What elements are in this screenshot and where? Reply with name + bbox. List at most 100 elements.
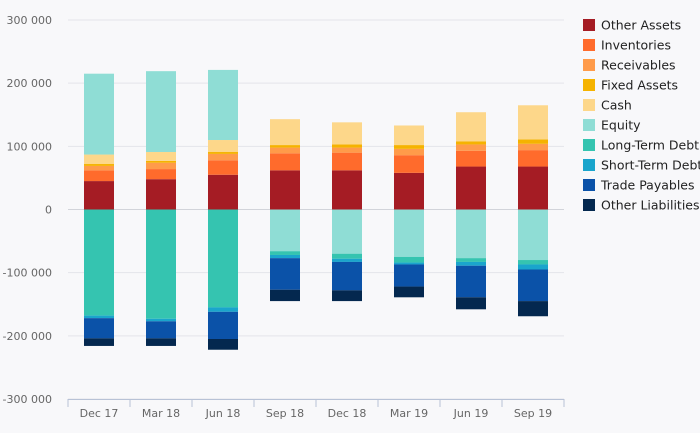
bar-segment <box>394 125 424 146</box>
bar-segment <box>84 338 114 346</box>
y-tick-label: -100 000 <box>3 267 52 280</box>
bar-segment <box>456 144 486 151</box>
bar-segment <box>208 153 238 161</box>
legend-label[interactable]: Receivables <box>601 58 676 73</box>
legend-swatch[interactable] <box>583 19 595 31</box>
legend-label[interactable]: Trade Payables <box>600 178 695 193</box>
legend-label[interactable]: Equity <box>601 118 641 133</box>
bar-segment <box>208 160 238 175</box>
x-tick-label: Mar 18 <box>142 407 180 420</box>
legend-label[interactable]: Long-Term Debt <box>601 138 699 153</box>
x-tick-label: Jun 18 <box>205 407 241 420</box>
bar-segment <box>270 153 300 171</box>
bar-segment <box>146 318 176 322</box>
bar-segment <box>146 321 176 339</box>
legend-label[interactable]: Other Liabilities <box>601 198 700 213</box>
bar-segment <box>332 144 362 148</box>
bar-segment <box>518 150 548 167</box>
legend-swatch[interactable] <box>583 79 595 91</box>
bar-segment <box>146 209 176 319</box>
bar-segment <box>518 301 548 317</box>
bar-segment <box>146 152 176 161</box>
bar-segment <box>456 141 486 145</box>
bar-segment <box>146 162 176 170</box>
bar-segment <box>270 147 300 154</box>
x-tick-label: Mar 19 <box>390 407 428 420</box>
bar-segment <box>146 160 176 163</box>
legend-label[interactable]: Cash <box>601 98 632 113</box>
bar-segment <box>332 147 362 153</box>
bar-segment <box>84 165 114 171</box>
bar-segment <box>394 172 424 210</box>
bar-segment <box>146 71 176 153</box>
bar-segment <box>84 164 114 166</box>
legend-swatch[interactable] <box>583 59 595 71</box>
x-tick-label: Dec 18 <box>328 407 367 420</box>
bar-segment <box>518 143 548 151</box>
bar-segment <box>456 209 486 259</box>
x-tick-label: Jun 19 <box>453 407 489 420</box>
bar-segment <box>208 311 238 339</box>
y-tick-label: 0 <box>45 204 52 217</box>
bar-segment <box>208 140 238 153</box>
bar-segment <box>518 166 548 210</box>
bar-segment <box>332 261 362 291</box>
bar-segment <box>270 209 300 252</box>
y-axis-tick-labels: 300 000 200 000 100 000 0 -100 000 -200 000 -3… <box>3 14 52 406</box>
bar-segment <box>208 152 238 154</box>
bar-segment <box>146 169 176 180</box>
legend: Other Assets Inventories Receivables Fixed … <box>583 18 700 213</box>
legend-swatch[interactable] <box>583 139 595 151</box>
bar-segment <box>270 145 300 148</box>
bars <box>84 69 548 350</box>
bar-segment <box>208 174 238 210</box>
bar-segment <box>84 73 114 155</box>
bar-segment <box>270 289 300 302</box>
bar-segment <box>270 258 300 290</box>
bar-segment <box>518 264 548 270</box>
bar-segment <box>332 290 362 302</box>
bar-segment <box>456 265 486 298</box>
bar-segment <box>84 181 114 210</box>
x-tick-label: Dec 17 <box>80 407 119 420</box>
bar-segment <box>84 154 114 165</box>
y-tick-label: 200 000 <box>7 77 53 90</box>
legend-swatch[interactable] <box>583 179 595 191</box>
bar-segment <box>84 170 114 182</box>
x-axis: Dec 17 Mar 18 Jun 18 Sep 18 Dec 18 Mar 19 Jun … <box>67 399 565 420</box>
bar-segment <box>456 261 486 266</box>
bar-segment <box>208 69 238 141</box>
legend-swatch[interactable] <box>583 119 595 131</box>
bar-segment <box>394 148 424 156</box>
legend-swatch[interactable] <box>583 99 595 111</box>
bar-segment <box>208 307 238 312</box>
bar-segment <box>394 264 424 287</box>
bar-segment <box>394 286 424 298</box>
legend-label[interactable]: Other Assets <box>601 18 681 33</box>
bar-segment <box>456 112 486 142</box>
bar-segment <box>332 253 362 259</box>
y-tick-label: -300 000 <box>3 393 52 406</box>
bar-segment <box>146 179 176 210</box>
legend-swatch[interactable] <box>583 39 595 51</box>
legend-label[interactable]: Short-Term Debt <box>601 158 700 173</box>
legend-label[interactable]: Fixed Assets <box>601 78 678 93</box>
bar-segment <box>456 166 486 210</box>
y-tick-label: -200 000 <box>3 330 52 343</box>
x-tick-label: Sep 19 <box>514 407 552 420</box>
bar-segment <box>518 260 548 265</box>
legend-swatch[interactable] <box>583 199 595 211</box>
bar-segment <box>394 155 424 173</box>
bar-segment <box>84 318 114 339</box>
bar-segment <box>208 209 238 308</box>
legend-label[interactable]: Inventories <box>601 38 671 53</box>
legend-swatch[interactable] <box>583 159 595 171</box>
bar-segment <box>208 338 238 350</box>
gridlines <box>68 19 564 400</box>
bar-segment <box>518 209 548 261</box>
bar-segment <box>270 170 300 210</box>
bar-segment <box>146 338 176 346</box>
bar-segment <box>332 122 362 145</box>
bar-segment <box>332 209 362 254</box>
